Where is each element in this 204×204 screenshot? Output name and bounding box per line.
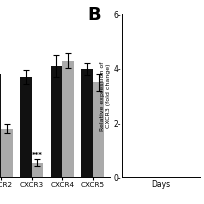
Y-axis label: Relative expression of
CXCR3 (fold change): Relative expression of CXCR3 (fold chang… [100, 61, 111, 131]
Text: ***: *** [32, 152, 43, 157]
Bar [0, 74, 1, 177]
Bar [51, 66, 62, 177]
X-axis label: Days: Days [152, 180, 171, 189]
Bar [32, 163, 43, 177]
Bar [20, 77, 32, 177]
Bar [1, 129, 13, 177]
Bar [62, 61, 74, 177]
Text: B: B [88, 6, 101, 24]
Bar [93, 82, 104, 177]
Bar [81, 69, 93, 177]
